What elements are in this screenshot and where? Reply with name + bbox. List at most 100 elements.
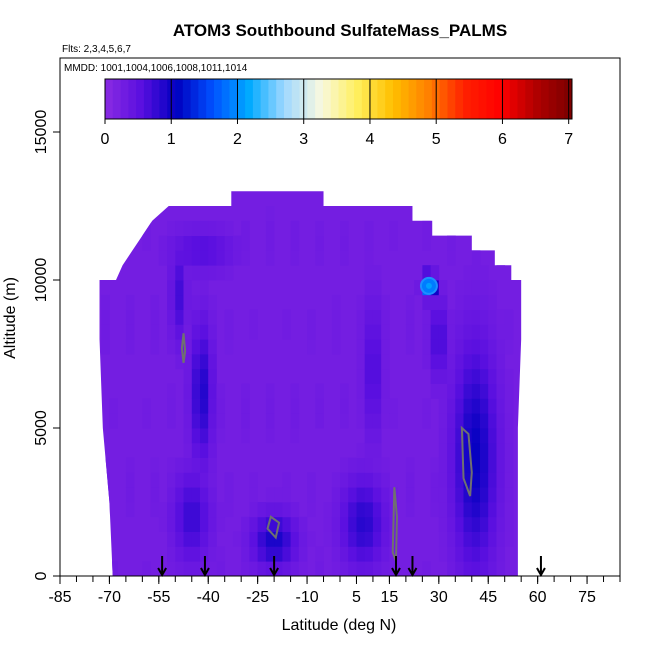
colorbar-band — [151, 79, 160, 119]
heatmap-cell — [216, 516, 226, 532]
heatmap-cell — [200, 324, 209, 340]
heatmap-cell — [323, 502, 333, 518]
colorbar-band — [338, 79, 347, 119]
heatmap-cell — [496, 339, 506, 355]
heatmap-cell — [595, 428, 604, 443]
heatmap-cell — [167, 531, 176, 547]
heatmap-cell — [191, 265, 201, 281]
heatmap-cell — [372, 368, 382, 384]
heatmap-cell — [348, 516, 357, 532]
heatmap-cell — [504, 383, 514, 399]
flight-marker-head — [391, 567, 401, 578]
heatmap-cell — [200, 368, 209, 384]
heatmap-cell — [504, 457, 514, 473]
heatmap-cell — [480, 398, 489, 414]
heatmap-cell — [504, 309, 514, 325]
heatmap-cell — [77, 502, 86, 517]
heatmap-cell — [298, 561, 308, 576]
heatmap-cell — [125, 457, 135, 473]
heatmap-cell — [463, 442, 473, 458]
heatmap-cell — [167, 502, 176, 518]
colorbar-band — [128, 79, 137, 119]
heatmap-cell — [265, 383, 275, 399]
heatmap-cell — [208, 339, 217, 355]
heatmap-cell — [480, 487, 489, 503]
heatmap-cell — [77, 324, 86, 339]
heatmap-cell — [191, 457, 201, 473]
heatmap-cell — [389, 220, 398, 236]
heatmap-cell — [340, 502, 349, 518]
heatmap-cell — [200, 354, 209, 370]
heatmap-cell — [249, 309, 258, 325]
heatmap-cell — [85, 236, 94, 251]
contour-line — [266, 515, 281, 540]
heatmap-cell — [571, 546, 580, 561]
colorbar-band — [206, 79, 215, 119]
heatmap-cell — [381, 309, 390, 325]
heatmap-cell — [200, 250, 209, 266]
heatmap-cell — [471, 428, 481, 444]
heatmap-cell — [389, 561, 398, 576]
heatmap-cell — [183, 383, 193, 399]
heatmap-cell — [356, 383, 366, 399]
heatmap-cell — [521, 236, 530, 251]
heatmap-cell — [331, 294, 341, 310]
heatmap-cell — [504, 502, 514, 518]
heatmap-cell — [175, 309, 184, 325]
heatmap-cell — [447, 546, 456, 562]
heatmap-cell — [488, 339, 497, 355]
heatmap-cell — [463, 457, 473, 473]
heatmap-cell — [356, 413, 366, 429]
heatmap-cell — [224, 235, 234, 251]
heatmap-cell — [364, 502, 374, 518]
heatmap-cell — [158, 235, 168, 251]
heatmap-cell — [422, 413, 431, 429]
heatmap-cell — [438, 531, 448, 547]
heatmap-cell — [208, 235, 217, 251]
heatmap-cell — [438, 457, 448, 473]
heatmap-cell — [471, 280, 481, 296]
heatmap-cell — [191, 561, 201, 576]
heatmap-cell — [521, 398, 530, 413]
heatmap-cell — [488, 487, 497, 503]
heatmap-cell — [471, 250, 481, 266]
heatmap-cell — [455, 354, 464, 370]
heatmap-cell — [77, 295, 86, 310]
heatmap-cell — [504, 516, 514, 532]
heatmap-cell — [438, 309, 448, 325]
heatmap-cell — [175, 354, 184, 370]
heatmap-cell — [430, 324, 440, 340]
heatmap-cell — [167, 309, 176, 325]
heatmap-cell — [463, 472, 473, 488]
heatmap-cell — [372, 309, 382, 325]
heatmap-cell — [488, 368, 497, 384]
heatmap-cell — [167, 339, 176, 355]
heatmap-cell — [348, 472, 357, 488]
heatmap-cell — [282, 324, 291, 340]
heatmap-cell — [447, 235, 456, 251]
heatmap-cell — [496, 235, 506, 251]
heatmap-cell — [455, 561, 464, 576]
heatmap-cell — [315, 250, 324, 266]
heatmap-cell — [496, 383, 506, 399]
heatmap-cell — [183, 265, 193, 281]
heatmap-cell — [381, 487, 390, 503]
heatmap-cell — [208, 368, 217, 384]
heatmap-cell — [241, 413, 250, 429]
heatmap-cell — [125, 324, 135, 340]
heatmap-cell — [348, 561, 357, 576]
x-tick-label: -85 — [48, 589, 71, 606]
heatmap-cell — [422, 398, 431, 414]
heatmap-cell — [356, 546, 366, 562]
heatmap-cell — [167, 516, 176, 532]
y-tick-label: 0 — [33, 571, 50, 580]
heatmap-cell — [200, 265, 209, 281]
heatmap-cell — [125, 472, 135, 488]
heatmap-cell — [208, 354, 217, 370]
heatmap-cell — [142, 235, 151, 251]
heatmap-cell — [191, 250, 201, 266]
heatmap-cell — [348, 487, 357, 503]
heatmap-cell — [77, 176, 86, 191]
colorbar-band — [307, 79, 316, 119]
heatmap-cell — [331, 472, 341, 488]
